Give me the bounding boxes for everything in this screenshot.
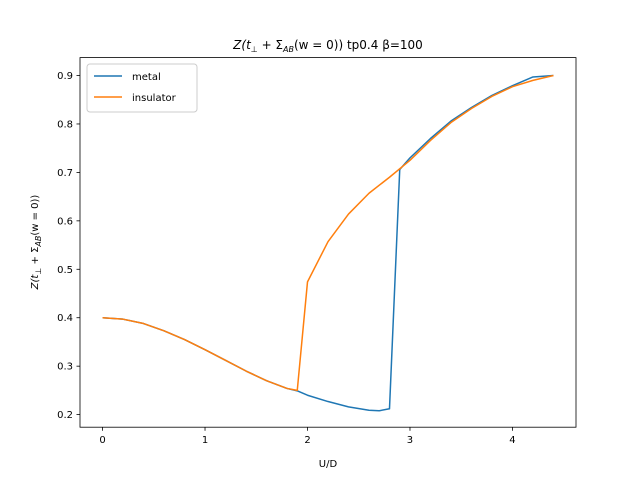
y-tick-label: 0.8	[57, 119, 73, 130]
y-tick-label: 0.7	[57, 168, 73, 179]
y-tick-label: 0.3	[57, 362, 73, 373]
y-tick-label: 0.6	[57, 216, 73, 227]
legend-label-metal: metal	[132, 72, 161, 83]
x-axis-label: U/D	[319, 459, 338, 470]
y-tick-label: 0.9	[57, 71, 73, 82]
y-axis-label: Z(t⊥ + ΣAB(w = 0))	[30, 195, 43, 291]
series-layer	[102, 74, 554, 412]
x-tick-label: 2	[304, 435, 310, 446]
chart-title: Z(t⊥ + ΣAB(w = 0)) tp0.4 β=100	[232, 38, 423, 54]
y-tick-label: 0.2	[57, 410, 73, 421]
y-tick-label: 0.4	[57, 313, 73, 324]
x-tick-label: 3	[407, 435, 413, 446]
x-tick-label: 4	[509, 435, 515, 446]
axes-frame	[79, 57, 577, 428]
legend-label-insulator: insulator	[132, 93, 177, 104]
x-tick-label: 0	[99, 435, 105, 446]
legend: metal insulator	[86, 63, 198, 113]
x-tick-label: 1	[202, 435, 208, 446]
ticks-layer: 0 1 2 3 4 0.2 0.3 0.4 0.5 0.6 0.7 0.8 0.9	[57, 71, 516, 446]
series-line-insulator	[102, 74, 554, 392]
y-tick-label: 0.5	[57, 265, 73, 276]
